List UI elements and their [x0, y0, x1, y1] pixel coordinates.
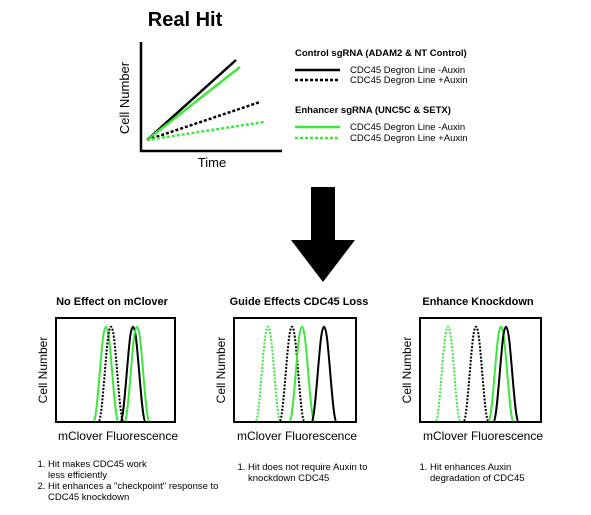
panel-ylabel: Cell Number	[400, 337, 414, 404]
legend-enhancer-heading: Enhancer sgRNA (UNC5C & SETX)	[295, 105, 451, 116]
panel-enhance-knockdown: Enhance Knockdown Cell Number mClover Fl…	[400, 296, 543, 443]
panel-notes-2: Hit does not require Auxin to knockdown …	[234, 462, 384, 484]
legend-enhancer-minus: CDC45 Degron Line -Auxin	[350, 122, 465, 133]
down-arrow-icon	[291, 187, 355, 282]
top-title: Real Hit	[148, 9, 223, 31]
note-item: Hit enhances a "checkpoint" response to …	[48, 481, 223, 503]
panel-xlabel: mClover Fluorescence	[58, 429, 178, 443]
panel-frame	[419, 317, 542, 423]
panel-notes-1: Hit makes CDC45 work less efficiently Hi…	[34, 459, 224, 503]
note-item: Hit enhances Auxin degradation of CDC45	[430, 462, 530, 484]
top-legend: Control sgRNA (ADAM2 & NT Control) CDC45…	[295, 48, 468, 144]
top-plot-lines	[146, 59, 265, 142]
top-plot-axes	[139, 42, 282, 153]
panel-title: Guide Effects CDC45 Loss	[230, 296, 369, 308]
control-plus-line	[146, 100, 261, 142]
legend-control-heading: Control sgRNA (ADAM2 & NT Control)	[295, 48, 467, 59]
top-ylabel: Cell Number	[117, 61, 132, 134]
note-item: Hit does not require Auxin to knockdown …	[248, 462, 368, 484]
legend-enhancer-plus: CDC45 Degron Line +Auxin	[350, 133, 468, 144]
panel-frame	[233, 317, 357, 423]
panel-ylabel: Cell Number	[214, 337, 228, 404]
panel-xlabel: mClover Fluorescence	[237, 429, 357, 443]
panel-xlabel: mClover Fluorescence	[423, 429, 543, 443]
panel-guide-effects: Guide Effects CDC45 Loss Cell Number mCl…	[214, 296, 368, 443]
panel-ylabel: Cell Number	[36, 337, 50, 404]
panel-title: No Effect on mClover	[56, 296, 169, 308]
panel-notes-3: Hit enhances Auxin degradation of CDC45	[416, 462, 556, 484]
enhancer-minus-line	[146, 66, 241, 141]
legend-control-minus: CDC45 Degron Line -Auxin	[350, 65, 465, 76]
control-minus-line	[146, 59, 237, 141]
note-item: Hit makes CDC45 work less efficiently	[48, 459, 148, 481]
legend-control-plus: CDC45 Degron Line +Auxin	[350, 75, 468, 86]
panel-frame	[55, 317, 176, 423]
top-xlabel: Time	[198, 155, 226, 170]
panel-no-effect: No Effect on mClover Cell Number mClover…	[36, 296, 178, 443]
panel-title: Enhance Knockdown	[422, 296, 534, 308]
